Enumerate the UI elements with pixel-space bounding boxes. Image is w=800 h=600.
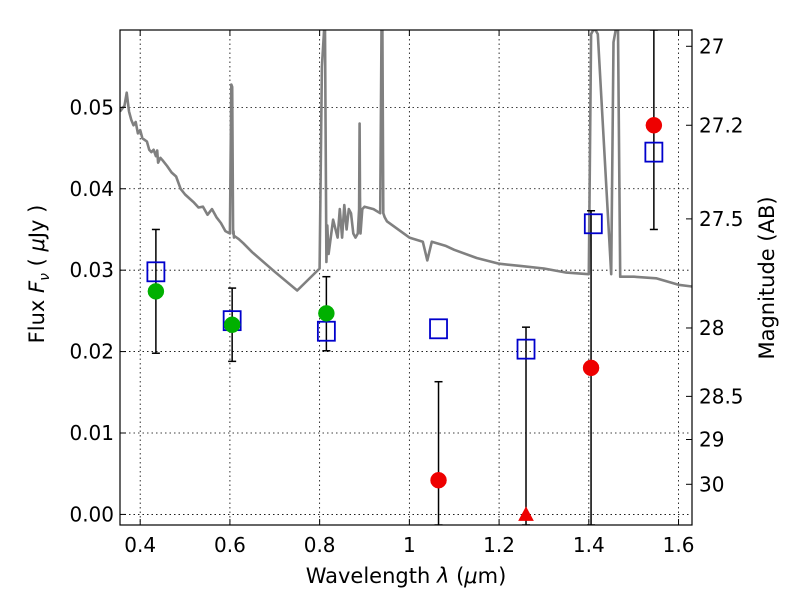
detection-point — [318, 305, 335, 322]
y-axis-title: Flux Fν ( μJy ) — [25, 205, 53, 344]
y-tick-label: 0.00 — [69, 502, 114, 526]
y2-tick-label: 28 — [699, 316, 724, 340]
nondetection-point — [645, 117, 663, 134]
x-tick-label: 1.4 — [573, 533, 605, 557]
model-flux-square — [429, 318, 448, 340]
x-tick-label: 0.8 — [304, 533, 336, 557]
y2-tick-label: 27 — [699, 34, 724, 58]
x-tick-label: 0.4 — [124, 533, 156, 557]
y-tick-label: 0.03 — [69, 258, 114, 282]
model-flux-square — [146, 261, 166, 283]
model-flux-square — [583, 213, 603, 235]
y2-tick-label: 29 — [699, 428, 724, 452]
detection-point — [147, 283, 165, 300]
y2-tick-label: 27.5 — [699, 207, 744, 231]
data-markers — [146, 30, 664, 525]
x-tick-label: 1 — [403, 533, 416, 557]
template-spectrum-line — [120, 30, 692, 292]
x-axis-title: Wavelength λ (μm) — [306, 564, 507, 588]
plot-area — [120, 30, 692, 292]
model-flux-square — [516, 338, 536, 360]
grid-lines — [120, 30, 692, 525]
y-tick-label: 0.05 — [69, 95, 114, 119]
x-tick-label: 0.6 — [214, 533, 246, 557]
detection-point — [223, 316, 241, 333]
y-tick-label: 0.04 — [69, 177, 114, 201]
model-flux-square — [316, 320, 336, 342]
plot-frame — [119, 29, 693, 526]
y2-tick-label: 30 — [699, 472, 724, 496]
x-tick-label: 1.2 — [483, 533, 515, 557]
y2-tick-label: 28.5 — [699, 384, 744, 408]
y-tick-label: 0.01 — [69, 421, 114, 445]
axis-ticks: 0.4 0.6 0.8 1 1.2 1.4 1.6 0.00 0.01 0.02 0.03 0.04 0… — [69, 30, 744, 557]
model-flux-square — [644, 141, 664, 163]
y2-tick-label: 27.2 — [699, 113, 744, 137]
error-bars — [151, 30, 658, 525]
upper-limit-triangle — [518, 506, 534, 521]
nondetection-point — [430, 471, 447, 489]
y2-axis-title: Magnitude (AB) — [755, 196, 779, 359]
x-tick-label: 1.6 — [663, 533, 695, 557]
nondetection-point — [582, 359, 600, 377]
y-tick-label: 0.02 — [69, 340, 114, 364]
